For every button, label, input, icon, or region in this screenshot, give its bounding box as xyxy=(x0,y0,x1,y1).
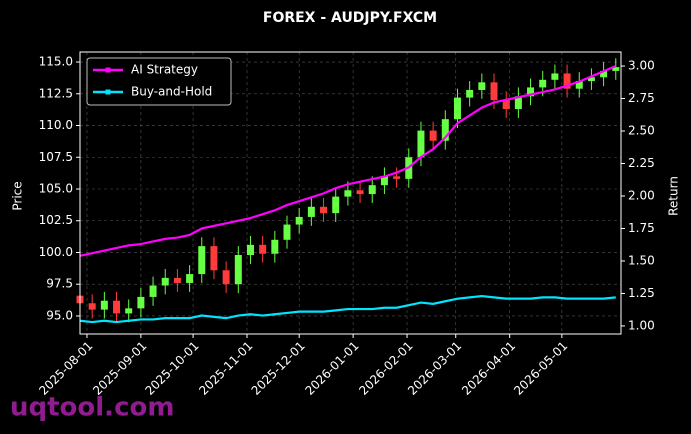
candle-body xyxy=(453,97,461,120)
candle-body xyxy=(344,190,352,197)
y-tick-label: 97.5 xyxy=(46,277,73,291)
candle-body xyxy=(222,270,230,285)
candle-body xyxy=(295,216,303,225)
plot-frame xyxy=(79,51,622,335)
candle-body xyxy=(380,176,388,186)
y2-tick-label: 2.50 xyxy=(628,124,655,138)
y-tick-label: 105.0 xyxy=(39,182,73,196)
watermark: uqtool.com xyxy=(10,393,174,423)
candle-body xyxy=(368,185,376,195)
y2-tick-label: 2.75 xyxy=(628,91,655,105)
candle-body xyxy=(186,274,194,283)
candle-body xyxy=(490,82,498,101)
y2-tick-label: 2.00 xyxy=(628,188,655,202)
candle-body xyxy=(502,100,510,110)
candle-body xyxy=(612,67,620,71)
line-series xyxy=(79,65,617,257)
legend-marker xyxy=(105,89,111,95)
candle-body xyxy=(137,296,145,309)
candle-body xyxy=(161,277,169,286)
chart-title: FOREX - AUDJPY.FXCM xyxy=(263,10,437,26)
candle-body xyxy=(259,244,267,254)
candle-body xyxy=(393,176,401,179)
candle-body xyxy=(539,79,547,88)
candle-body xyxy=(173,277,181,283)
candle-body xyxy=(307,206,315,217)
candle-body xyxy=(551,73,559,80)
y-axis-label: Price xyxy=(11,181,25,210)
y2-tick-label: 2.25 xyxy=(628,156,655,170)
line-series xyxy=(79,294,616,324)
legend-label: Buy-and-Hold xyxy=(131,85,212,99)
candle-body xyxy=(332,196,340,214)
candle-body xyxy=(527,87,535,97)
y-tick-label: 110.0 xyxy=(39,118,73,132)
y2-tick-label: 1.25 xyxy=(628,286,655,300)
y-tick-label: 107.5 xyxy=(39,150,73,164)
y-tick-label: 112.5 xyxy=(39,86,73,100)
candle-body xyxy=(514,96,522,110)
candle-body xyxy=(356,190,364,195)
candle-body xyxy=(283,224,291,240)
y2-tick-label: 1.50 xyxy=(628,253,655,267)
candle-body xyxy=(234,255,242,285)
candle-body xyxy=(587,77,595,82)
candle-body xyxy=(100,300,108,310)
candle-body xyxy=(149,285,157,297)
y-tick-label: 102.5 xyxy=(39,213,73,227)
y-tick-label: 95.0 xyxy=(46,308,73,322)
candle-body xyxy=(210,246,218,271)
candle-body xyxy=(246,244,254,256)
candle-body xyxy=(563,73,571,89)
candle-body xyxy=(271,239,279,254)
candle-body xyxy=(417,130,425,158)
y2-tick-label: 1.75 xyxy=(628,221,655,235)
candle-body xyxy=(575,81,583,89)
legend-marker xyxy=(105,67,111,73)
legend-label: AI Strategy xyxy=(131,63,198,77)
candle-body xyxy=(88,303,96,310)
candle-body xyxy=(113,300,121,314)
candle-body xyxy=(320,206,328,214)
candle-body xyxy=(600,70,608,78)
y2-tick-label: 3.00 xyxy=(628,59,655,73)
y2-axis-label: Return xyxy=(667,176,681,216)
candle-body xyxy=(478,82,486,90)
candle-body xyxy=(441,119,449,141)
y2-tick-label: 1.00 xyxy=(628,318,655,332)
y-tick-label: 100.0 xyxy=(39,245,73,259)
candle-body xyxy=(125,308,133,314)
candle-body xyxy=(198,246,206,275)
y-tick-label: 115.0 xyxy=(39,55,73,69)
legend: AI Strategy Buy-and-Hold xyxy=(86,57,232,106)
candle-body xyxy=(466,89,474,98)
candle-body xyxy=(429,130,437,141)
